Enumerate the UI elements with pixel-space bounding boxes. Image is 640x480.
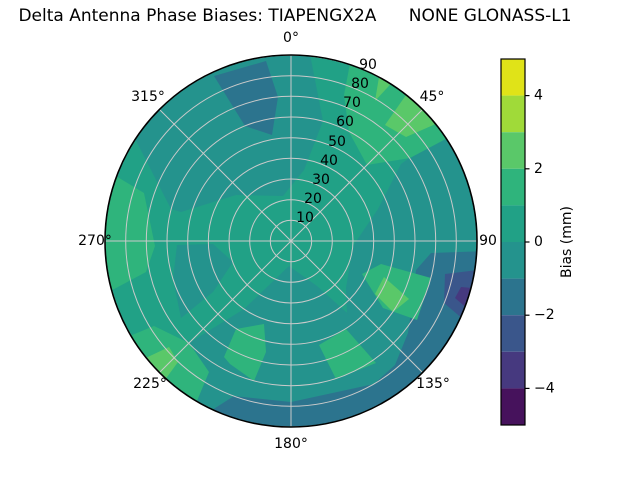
grid-spoke-315 <box>159 109 292 242</box>
angular-tick-225: 225° <box>133 376 167 392</box>
contour-region-sw-minus1 <box>173 244 233 318</box>
contour-region-sse-patch-plus1 <box>319 329 376 379</box>
colorbar-segment-2 <box>501 315 525 352</box>
radial-tick-90: 90 <box>359 57 377 73</box>
radial-tick-30: 30 <box>312 172 330 188</box>
colorbar-tick-m4: −4 <box>534 380 555 396</box>
angular-tick-180: 180° <box>274 436 308 452</box>
angular-tick-0: 0° <box>283 30 299 46</box>
radial-tick-80: 80 <box>351 76 369 92</box>
colorbar-segment-3 <box>501 278 525 316</box>
colorbar-segment-5 <box>501 205 525 242</box>
colorbar-segment-1 <box>501 351 525 389</box>
colorbar-segment-0 <box>501 388 525 425</box>
colorbar-segment-4 <box>501 242 525 279</box>
colorbar-axis-label: Bias (mm) <box>559 206 575 278</box>
radial-tick-50: 50 <box>328 134 346 150</box>
colorbar-tick-4: 4 <box>534 88 543 104</box>
contour-region-sw-spot-plus2 <box>135 347 178 388</box>
grid-spoke-225 <box>159 240 292 373</box>
colorbar-segment-6 <box>501 168 525 206</box>
colorbar-segment-7 <box>501 132 525 169</box>
colorbar: 4 2 0 −2 −4 Bias (mm) <box>500 58 575 426</box>
colorbar-segment-9 <box>501 59 525 96</box>
radial-tick-60: 60 <box>336 114 354 130</box>
contour-region-ne-rim-plus2 <box>385 85 447 137</box>
angular-tick-90: 90 <box>479 233 497 249</box>
grid-spoke-45 <box>290 109 423 242</box>
plot-title: Delta Antenna Phase Biases: TIAPENGX2A N… <box>18 6 572 26</box>
colorbar-tick-m2: −2 <box>534 307 555 323</box>
angular-tick-270: 270° <box>78 233 112 249</box>
radial-tick-20: 20 <box>304 191 322 207</box>
radial-tick-40: 40 <box>320 153 338 169</box>
polar-axis-outline <box>104 54 478 428</box>
grid-spoke-135 <box>290 240 423 373</box>
colorbar-segment-8 <box>501 95 525 133</box>
colorbar-tick-0: 0 <box>534 234 543 250</box>
radial-tick-10: 10 <box>296 210 314 226</box>
angular-tick-135: 135° <box>416 376 450 392</box>
contour-region-nnw-minus2 <box>214 61 278 135</box>
contour-region-se-spot-plus2 <box>375 277 409 312</box>
colorbar-tick-2: 2 <box>534 161 543 177</box>
angular-tick-45: 45° <box>420 89 445 105</box>
radial-tick-70: 70 <box>343 95 361 111</box>
angular-tick-315: 315° <box>131 89 165 105</box>
